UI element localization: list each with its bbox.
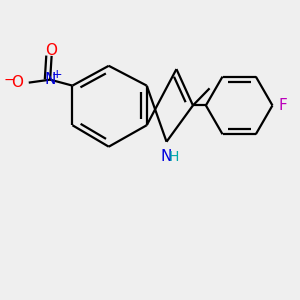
Text: N: N (160, 149, 172, 164)
Text: +: + (51, 68, 62, 81)
Text: O: O (11, 75, 23, 90)
Text: O: O (46, 43, 58, 58)
Text: F: F (279, 98, 288, 113)
Text: N: N (44, 72, 56, 87)
Text: H: H (169, 150, 179, 164)
Text: −: − (4, 73, 15, 87)
